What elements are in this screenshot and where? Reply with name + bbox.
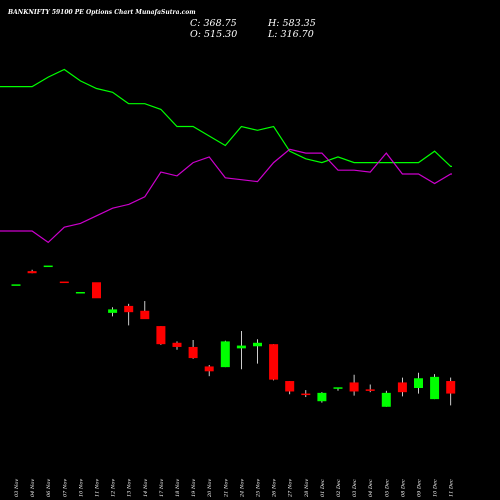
x-tick-label: 11 Dec — [449, 479, 455, 497]
x-tick-label: 13 Nov — [127, 479, 133, 497]
candle-body — [269, 344, 279, 380]
indicator-line-1 — [0, 68, 452, 167]
chart-title: BANKNIFTY 59100 PE Options Chart MunafaS… — [7, 9, 196, 16]
x-tick-label: 25 Nov — [256, 479, 262, 498]
x-tick-label: 05 Dec — [384, 479, 390, 497]
x-tick-label: 26 Nov — [272, 479, 278, 498]
high-readout: H: 583.35 — [267, 18, 316, 29]
candle-body — [27, 271, 37, 274]
x-tick-label: 04 Nov — [30, 479, 36, 497]
low-readout: L: 316.70 — [267, 29, 314, 40]
candle-body — [446, 381, 456, 394]
candle-body — [301, 393, 311, 396]
candle-body — [414, 378, 423, 388]
candle-body — [75, 292, 85, 294]
x-tick-label: 04 Dec — [368, 479, 374, 497]
x-axis-ticks: 03 Nov 04 Nov 06 Nov 07 Nov 10 Nov 11 Nov 12 N… — [14, 479, 455, 498]
x-tick-label: 21 Nov — [223, 479, 229, 498]
candle-body — [204, 366, 214, 372]
candle-body — [59, 281, 69, 284]
candle-body — [188, 346, 198, 359]
x-tick-label: 20 Nov — [207, 479, 213, 498]
x-tick-label: 01 Dec — [320, 479, 326, 497]
candle-body — [124, 305, 134, 313]
x-tick-label: 07 Nov — [62, 479, 68, 497]
x-tick-label: 28 Nov — [304, 479, 310, 498]
candle-body — [365, 389, 375, 391]
x-tick-label: 03 Dec — [352, 479, 358, 497]
candle-body — [108, 309, 118, 313]
x-tick-label: 08 Dec — [400, 479, 406, 497]
close-readout: C: 368.75 — [190, 18, 237, 29]
x-tick-label: 24 Nov — [239, 479, 245, 498]
candle-body — [253, 342, 262, 347]
indicator-lines — [0, 68, 452, 244]
candle-body — [285, 381, 295, 392]
candle-body — [381, 392, 391, 407]
candles — [11, 265, 456, 407]
x-tick-label: 03 Nov — [14, 479, 20, 497]
candle-body — [333, 387, 343, 389]
candle-body — [43, 265, 53, 268]
candle-body — [317, 392, 327, 402]
candle-body — [156, 326, 166, 345]
x-tick-label: 27 Nov — [288, 479, 294, 498]
candle-body — [349, 382, 359, 392]
open-readout: O: 515.30 — [190, 29, 237, 40]
candle-body — [140, 310, 150, 320]
indicator-line-2 — [0, 148, 452, 244]
x-tick-label: 12 Nov — [111, 479, 117, 497]
x-tick-label: 10 Dec — [433, 479, 439, 497]
x-tick-label: 10 Nov — [78, 479, 84, 497]
candle-body — [430, 376, 440, 400]
x-tick-label: 09 Dec — [417, 479, 423, 497]
candle-body — [397, 382, 407, 393]
candle-body — [220, 341, 230, 368]
x-tick-label: 11 Nov — [95, 479, 101, 497]
candle-body — [92, 282, 101, 299]
x-tick-label: 19 Nov — [191, 479, 197, 497]
x-tick-label: 18 Nov — [175, 479, 181, 497]
candle-body — [236, 345, 246, 349]
x-tick-label: 14 Nov — [143, 479, 149, 497]
x-tick-label: 17 Nov — [159, 479, 165, 497]
candle-body — [11, 284, 21, 286]
x-tick-label: 02 Dec — [336, 479, 342, 497]
x-tick-label: 06 Nov — [46, 479, 52, 497]
candle-body — [172, 342, 182, 347]
